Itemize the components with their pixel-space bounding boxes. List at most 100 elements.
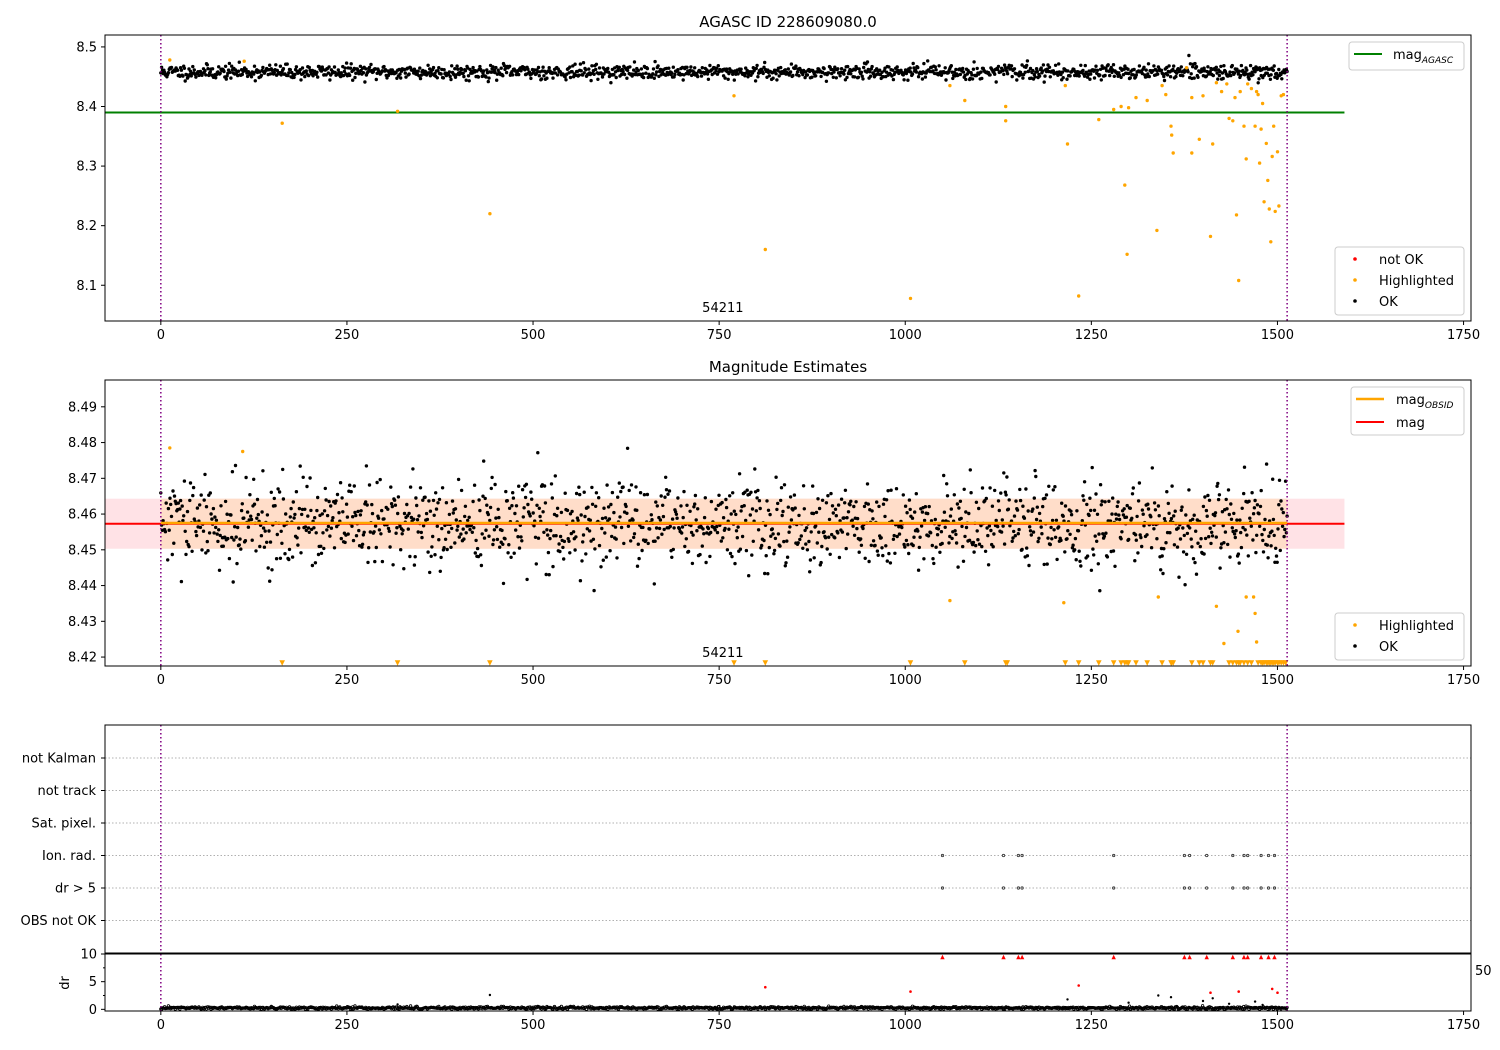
- highlighted-point: [1275, 150, 1280, 154]
- ok-point: [390, 504, 394, 509]
- ok-point: [500, 528, 504, 533]
- ok-point: [939, 73, 944, 78]
- ok-point: [1031, 68, 1035, 73]
- ok-point: [809, 530, 813, 534]
- ok-point: [531, 511, 535, 515]
- ok-point: [309, 508, 313, 513]
- ok-point: [987, 524, 992, 528]
- ok-point: [255, 516, 259, 520]
- ok-point: [868, 70, 872, 74]
- ok-point: [537, 506, 541, 510]
- ok-point: [549, 482, 554, 486]
- ok-point: [823, 536, 828, 540]
- ok-point: [807, 539, 811, 544]
- highlighted-point: [1062, 601, 1066, 605]
- ok-point: [1277, 478, 1282, 482]
- ok-point: [901, 493, 905, 497]
- ok-point: [297, 506, 302, 511]
- ok-point: [1060, 501, 1064, 505]
- ok-point: [306, 526, 311, 530]
- dr-not-ok-point: [909, 990, 912, 993]
- ok-point: [587, 529, 592, 533]
- ok-point: [259, 534, 264, 538]
- ok-point: [926, 59, 930, 63]
- ok-point: [470, 530, 474, 534]
- ok-point: [609, 502, 613, 507]
- ok-point: [836, 531, 840, 535]
- ok-point: [1079, 63, 1083, 67]
- highlighted-point: [1266, 178, 1270, 183]
- ok-point: [937, 64, 941, 68]
- ok-point: [895, 534, 899, 539]
- ok-point: [418, 76, 423, 81]
- ok-point: [365, 503, 369, 507]
- ok-point: [1087, 513, 1091, 518]
- dr-not-ok-point: [764, 985, 767, 989]
- ok-point: [956, 565, 960, 569]
- ok-point: [686, 549, 691, 554]
- dr-ok-outlier-point: [488, 993, 492, 997]
- ok-point: [904, 538, 909, 543]
- ok-point: [862, 65, 866, 70]
- highlighted-point: [280, 121, 284, 125]
- ok-point: [1257, 512, 1261, 516]
- dr-ok-outlier-point: [1066, 998, 1069, 1001]
- panel-flags-partial-tick: 50: [1475, 964, 1492, 979]
- ok-point: [342, 69, 347, 74]
- ok-point: [1078, 559, 1082, 563]
- flag-point: [1001, 853, 1006, 858]
- ok-point: [645, 492, 650, 497]
- ok-point: [804, 526, 809, 530]
- ok-point: [1185, 531, 1190, 536]
- ok-point: [325, 528, 329, 532]
- highlighted-offscale-marker: [1241, 660, 1247, 666]
- ok-point: [1161, 571, 1165, 576]
- ok-point: [183, 529, 187, 533]
- ok-point: [1021, 504, 1025, 508]
- ok-point: [478, 508, 482, 513]
- ok-point: [495, 537, 500, 542]
- ok-point: [424, 511, 429, 516]
- ok-point: [431, 534, 435, 539]
- ok-point: [565, 508, 570, 513]
- ok-point: [529, 76, 533, 81]
- ok-point: [161, 519, 165, 523]
- ok-point: [761, 71, 765, 76]
- ok-point: [230, 64, 234, 68]
- ok-point: [522, 506, 526, 510]
- ok-point: [478, 64, 482, 69]
- ok-point: [1095, 512, 1100, 516]
- ok-point: [207, 531, 212, 535]
- ok-point: [316, 495, 320, 500]
- ok-point: [945, 494, 950, 498]
- ok-point: [766, 508, 771, 512]
- ok-point: [204, 73, 208, 77]
- ok-point: [226, 536, 230, 541]
- ok-point: [546, 550, 551, 555]
- ok-point: [705, 72, 710, 76]
- ok-point: [934, 68, 938, 72]
- ok-point: [1018, 487, 1022, 492]
- ok-point: [927, 504, 931, 509]
- flag-point: [1231, 886, 1235, 890]
- ok-point: [979, 70, 983, 74]
- ok-point: [1168, 531, 1172, 535]
- ok-point: [1156, 72, 1160, 76]
- ok-point: [438, 569, 442, 573]
- ok-point: [179, 68, 184, 72]
- ok-point: [597, 66, 602, 70]
- ok-point: [1194, 572, 1199, 576]
- ok-point: [1274, 554, 1279, 558]
- ok-point: [484, 528, 488, 532]
- ok-point: [951, 76, 955, 81]
- ok-point: [1241, 68, 1245, 73]
- ok-point: [583, 514, 587, 519]
- ok-point: [934, 545, 938, 549]
- ok-point: [1160, 554, 1164, 558]
- ok-point: [997, 508, 1001, 513]
- ok-point: [1194, 65, 1199, 69]
- ok-point: [850, 518, 854, 522]
- panel-dr-ylabel: dr: [58, 976, 73, 990]
- ok-point: [428, 67, 432, 71]
- ok-point: [399, 548, 403, 552]
